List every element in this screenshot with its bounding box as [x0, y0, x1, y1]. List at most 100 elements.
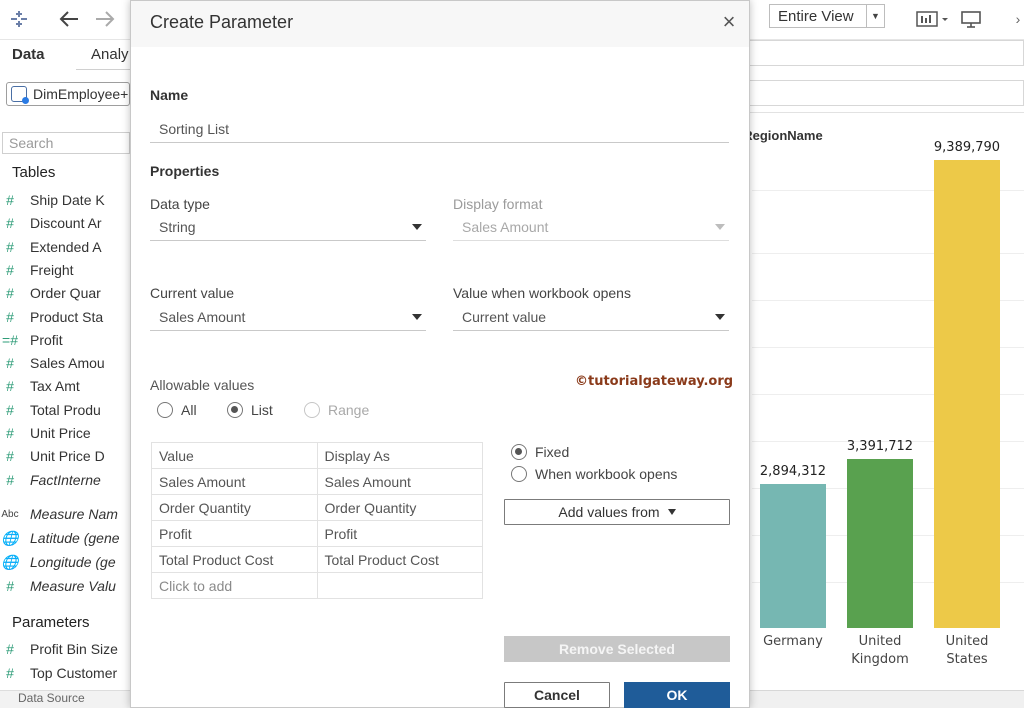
radio-when-workbook-opens-circle: [511, 466, 527, 482]
number-type-icon: #: [6, 471, 14, 488]
fit-view-select[interactable]: Entire View ▼: [769, 4, 885, 28]
data-type-select[interactable]: String: [150, 215, 426, 241]
data-source-tab[interactable]: Data Source: [0, 690, 134, 708]
number-type-icon: #: [6, 285, 14, 302]
field-item[interactable]: 🌐 Longitude (ge: [0, 551, 134, 573]
field-item[interactable]: # Ship Date K: [0, 189, 134, 211]
field-item[interactable]: # Unit Price: [0, 422, 134, 444]
field-name: Sales Amou: [30, 355, 105, 372]
fit-view-value: Entire View: [778, 7, 854, 25]
field-item[interactable]: # Order Quar: [0, 282, 134, 304]
number-type-icon: #: [6, 425, 14, 441]
radio-list-circle: [227, 402, 243, 418]
field-item[interactable]: # Tax Amt: [0, 375, 134, 397]
bar-mark[interactable]: [847, 459, 913, 628]
chevron-right-icon[interactable]: ›: [1015, 11, 1021, 27]
field-item[interactable]: # Product Sta: [0, 306, 134, 328]
table-cell-display[interactable]: Total Product Cost: [316, 546, 483, 573]
data-type-value: String: [159, 219, 196, 235]
data-type-label: Data type: [150, 196, 210, 212]
category-label: United Kingdom: [851, 634, 909, 667]
field-item[interactable]: =# Profit: [0, 329, 134, 351]
field-item[interactable]: # Measure Valu: [0, 575, 134, 597]
radio-when-workbook-opens[interactable]: When workbook opens: [511, 466, 677, 482]
radio-all[interactable]: All: [157, 402, 197, 418]
tab-data[interactable]: Data: [12, 46, 45, 63]
field-item[interactable]: 🌐 Latitude (gene: [0, 527, 134, 549]
table-row[interactable]: Total Product Cost Total Product Cost: [151, 546, 483, 573]
table-cell-value[interactable]: Profit: [151, 520, 318, 547]
table-cell-display[interactable]: Sales Amount: [316, 468, 483, 495]
table-cell-display[interactable]: Profit: [316, 520, 483, 547]
columns-shelf[interactable]: [748, 40, 1024, 66]
bar-mark[interactable]: [760, 484, 826, 628]
table-cell-display[interactable]: [316, 572, 483, 599]
number-type-icon: #: [6, 355, 14, 372]
number-type-icon: #: [6, 641, 14, 657]
table-cell-value[interactable]: Sales Amount: [151, 468, 318, 495]
field-item[interactable]: # Freight: [0, 259, 134, 281]
show-me-icon[interactable]: [912, 6, 952, 32]
presentation-mode-icon[interactable]: [958, 6, 984, 32]
field-name: Product Sta: [30, 308, 104, 325]
field-name: Measure Valu: [30, 578, 116, 594]
chart-column-header: yRegionName: [736, 128, 823, 143]
column-header-value[interactable]: Value: [151, 442, 318, 469]
cancel-button[interactable]: Cancel: [504, 682, 610, 708]
table-row[interactable]: Profit Profit: [151, 520, 483, 547]
field-item[interactable]: # Top Customer: [0, 662, 134, 684]
bar-mark[interactable]: [934, 160, 1000, 628]
field-item[interactable]: # Unit Price D: [0, 445, 134, 467]
display-format-select: Sales Amount: [453, 215, 729, 241]
field-item[interactable]: # Total Produ: [0, 399, 134, 421]
tableau-logo-icon[interactable]: [8, 6, 30, 32]
number-type-icon: #: [6, 238, 14, 255]
field-item[interactable]: # Sales Amou: [0, 352, 134, 374]
tab-analytics[interactable]: Analy: [91, 46, 129, 63]
bar-value-label: 9,389,790: [933, 140, 1001, 155]
data-source-name: DimEmployee+: [33, 86, 129, 102]
current-value-select[interactable]: Sales Amount: [150, 305, 426, 331]
data-source-selector[interactable]: DimEmployee+: [6, 82, 130, 106]
table-cell-display[interactable]: Order Quantity: [316, 494, 483, 521]
table-row-add[interactable]: Click to add: [151, 572, 483, 599]
add-values-from-button[interactable]: Add values from: [504, 499, 730, 525]
radio-list[interactable]: List: [227, 402, 273, 418]
number-type-icon: #: [6, 192, 14, 208]
field-name: Discount Ar: [30, 215, 102, 232]
gridline: [752, 190, 1024, 191]
table-row[interactable]: Order Quantity Order Quantity: [151, 494, 483, 521]
field-item[interactable]: # Extended A: [0, 236, 134, 258]
field-item[interactable]: # Profit Bin Size: [0, 638, 134, 660]
gridline: [752, 394, 1024, 395]
field-item[interactable]: # FactInterne: [0, 469, 134, 491]
radio-all-label: All: [181, 402, 197, 418]
properties-label: Properties: [150, 163, 220, 179]
click-to-add-cell[interactable]: Click to add: [151, 572, 318, 599]
radio-fixed[interactable]: Fixed: [511, 444, 569, 460]
column-header-display-as[interactable]: Display As: [316, 442, 483, 469]
current-value-label: Current value: [150, 285, 235, 301]
caret-down-icon: [667, 509, 676, 515]
name-input[interactable]: Sorting List: [150, 117, 729, 143]
close-icon[interactable]: ×: [722, 9, 736, 34]
table-cell-value[interactable]: Total Product Cost: [151, 546, 318, 573]
workbook-opens-select[interactable]: Current value: [453, 305, 729, 331]
create-parameter-dialog: Create Parameter × Name Sorting List Pro…: [130, 0, 750, 708]
radio-all-circle: [157, 402, 173, 418]
number-type-icon: #: [6, 378, 14, 395]
number-type-icon: #: [6, 308, 14, 325]
back-arrow-icon[interactable]: [56, 6, 82, 32]
table-row[interactable]: Sales Amount Sales Amount: [151, 468, 483, 495]
globe-icon: 🌐: [1, 529, 19, 546]
forward-arrow-icon[interactable]: [92, 6, 118, 32]
field-item[interactable]: Abc Measure Nam: [0, 503, 134, 525]
radio-fixed-circle: [511, 444, 527, 460]
workbook-opens-value: Current value: [462, 309, 547, 325]
table-cell-value[interactable]: Order Quantity: [151, 494, 318, 521]
number-type-icon: #: [6, 448, 14, 465]
field-search-input[interactable]: Search: [2, 132, 130, 154]
ok-button[interactable]: OK: [624, 682, 730, 708]
rows-shelf[interactable]: [748, 80, 1024, 106]
field-item[interactable]: # Discount Ar: [0, 212, 134, 234]
